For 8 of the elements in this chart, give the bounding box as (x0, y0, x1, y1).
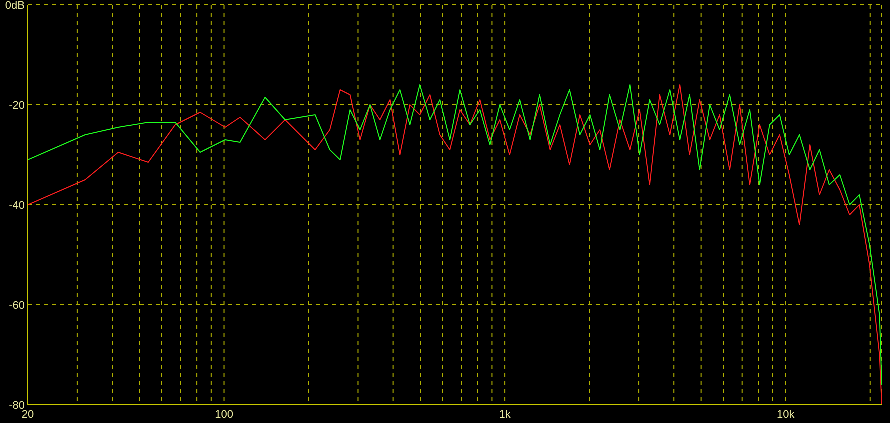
x-tick-label: 1k (499, 408, 512, 421)
y-tick-label: -40 (9, 200, 25, 212)
x-tick-label: 20 (22, 408, 34, 421)
x-tick-label: 100 (215, 408, 234, 421)
x-tick-label: 10k (776, 408, 796, 421)
y-tick-label: 0dB (5, 0, 25, 12)
y-tick-label: -60 (9, 300, 25, 312)
y-tick-label: -20 (9, 100, 25, 112)
